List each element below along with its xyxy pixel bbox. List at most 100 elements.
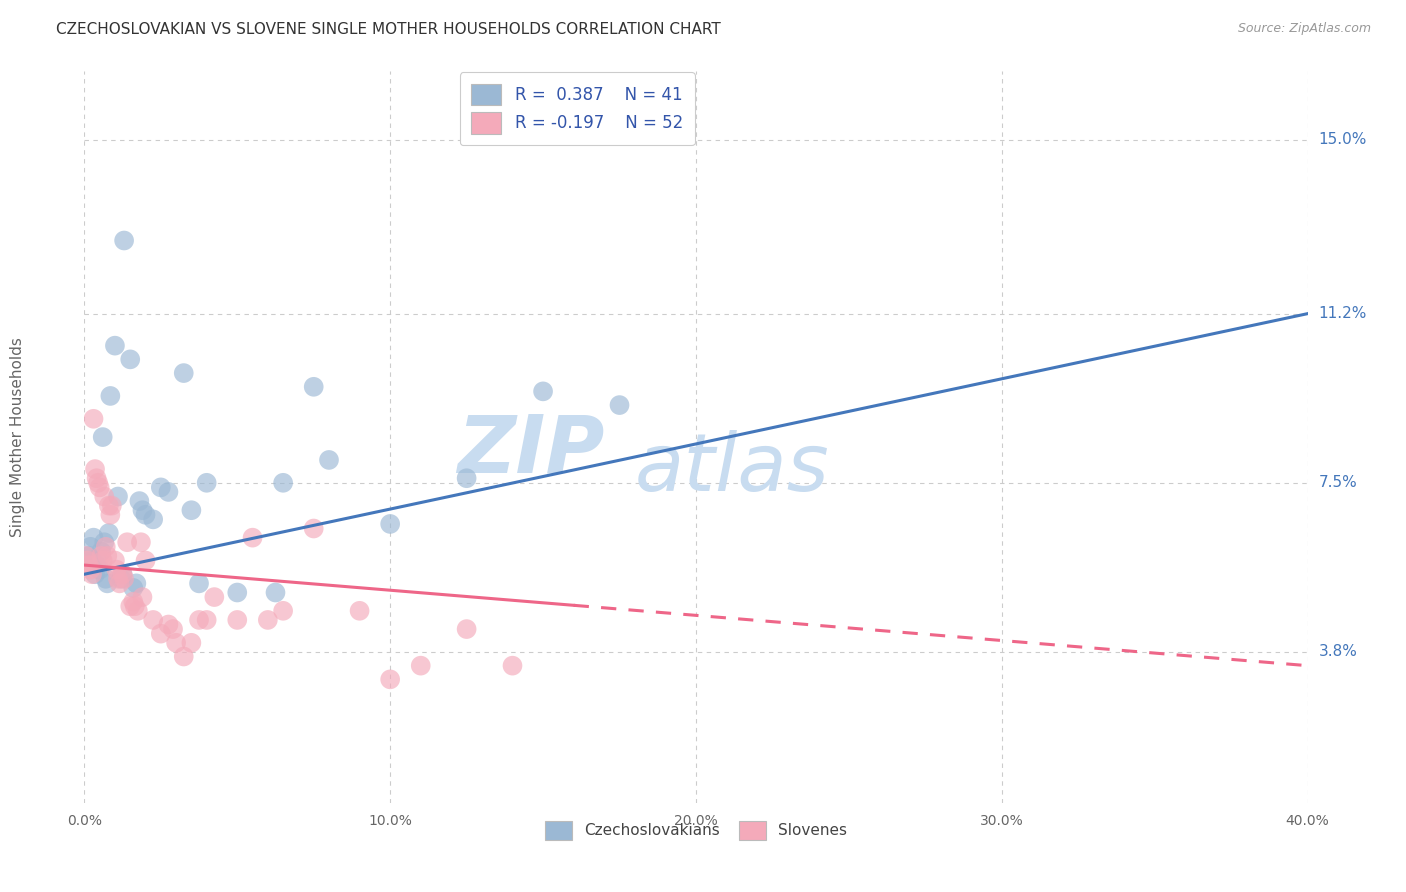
Point bbox=[257, 613, 280, 627]
Point bbox=[83, 531, 105, 545]
Point bbox=[226, 585, 249, 599]
Point bbox=[531, 384, 554, 399]
Point bbox=[75, 549, 97, 563]
Text: 11.2%: 11.2% bbox=[1319, 306, 1367, 321]
Point bbox=[180, 636, 202, 650]
Point bbox=[264, 585, 287, 599]
Point bbox=[115, 535, 138, 549]
Point bbox=[149, 626, 172, 640]
Point bbox=[173, 366, 195, 380]
Point bbox=[77, 549, 100, 563]
Text: 7.5%: 7.5% bbox=[1319, 475, 1357, 491]
Point bbox=[96, 576, 118, 591]
Text: Source: ZipAtlas.com: Source: ZipAtlas.com bbox=[1237, 22, 1371, 36]
Point bbox=[380, 673, 402, 687]
Point bbox=[80, 567, 103, 582]
Point bbox=[302, 380, 325, 394]
Point bbox=[97, 499, 120, 513]
Point bbox=[111, 567, 134, 582]
Point bbox=[86, 558, 108, 573]
Point bbox=[318, 453, 340, 467]
Point bbox=[89, 563, 111, 577]
Point bbox=[104, 338, 127, 352]
Point bbox=[122, 594, 145, 608]
Point bbox=[79, 540, 101, 554]
Point bbox=[162, 622, 184, 636]
Point bbox=[89, 480, 111, 494]
Point bbox=[86, 471, 108, 485]
Point bbox=[79, 563, 101, 577]
Point bbox=[105, 563, 128, 577]
Point bbox=[173, 649, 195, 664]
Point bbox=[188, 576, 211, 591]
Point bbox=[77, 558, 100, 573]
Point bbox=[202, 590, 225, 604]
Point bbox=[302, 521, 325, 535]
Legend: Czechoslovakians, Slovenes: Czechoslovakians, Slovenes bbox=[538, 814, 853, 847]
Point bbox=[96, 549, 118, 563]
Point bbox=[110, 572, 132, 586]
Point bbox=[380, 516, 402, 531]
Point bbox=[226, 613, 249, 627]
Point bbox=[409, 658, 432, 673]
Point bbox=[188, 613, 211, 627]
Point bbox=[349, 604, 371, 618]
Point bbox=[111, 567, 134, 582]
Point bbox=[135, 508, 157, 522]
Text: 15.0%: 15.0% bbox=[1319, 132, 1367, 147]
Point bbox=[271, 475, 294, 490]
Point bbox=[90, 544, 112, 558]
Point bbox=[112, 234, 135, 248]
Text: atlas: atlas bbox=[636, 430, 830, 508]
Point bbox=[98, 508, 121, 522]
Point bbox=[87, 475, 110, 490]
Text: 3.8%: 3.8% bbox=[1319, 644, 1358, 659]
Point bbox=[131, 503, 153, 517]
Point bbox=[124, 599, 146, 614]
Point bbox=[107, 572, 129, 586]
Text: CZECHOSLOVAKIAN VS SLOVENE SINGLE MOTHER HOUSEHOLDS CORRELATION CHART: CZECHOSLOVAKIAN VS SLOVENE SINGLE MOTHER… bbox=[56, 22, 721, 37]
Point bbox=[83, 412, 105, 426]
Point bbox=[108, 576, 131, 591]
Point bbox=[84, 567, 107, 582]
Point bbox=[97, 526, 120, 541]
Point bbox=[502, 658, 524, 673]
Point bbox=[142, 512, 165, 526]
Point bbox=[125, 576, 148, 591]
Point bbox=[90, 549, 112, 563]
Point bbox=[456, 471, 478, 485]
Point bbox=[94, 572, 117, 586]
Point bbox=[157, 485, 180, 500]
Point bbox=[456, 622, 478, 636]
Point bbox=[91, 553, 114, 567]
Text: ZIP: ZIP bbox=[457, 412, 605, 490]
Point bbox=[122, 581, 145, 595]
Point bbox=[165, 636, 187, 650]
Point bbox=[131, 590, 153, 604]
Point bbox=[195, 613, 218, 627]
Point bbox=[76, 553, 98, 567]
Point bbox=[157, 617, 180, 632]
Text: Single Mother Households: Single Mother Households bbox=[10, 337, 24, 537]
Point bbox=[127, 604, 149, 618]
Point bbox=[93, 535, 115, 549]
Point bbox=[149, 480, 172, 494]
Point bbox=[195, 475, 218, 490]
Point bbox=[142, 613, 165, 627]
Point bbox=[129, 535, 152, 549]
Point bbox=[120, 599, 142, 614]
Point bbox=[271, 604, 294, 618]
Point bbox=[84, 462, 107, 476]
Point bbox=[112, 572, 135, 586]
Point bbox=[128, 494, 150, 508]
Point bbox=[93, 490, 115, 504]
Point bbox=[180, 503, 202, 517]
Point bbox=[98, 389, 121, 403]
Point bbox=[94, 540, 117, 554]
Point bbox=[104, 553, 127, 567]
Point bbox=[107, 490, 129, 504]
Point bbox=[135, 553, 157, 567]
Point bbox=[609, 398, 631, 412]
Point bbox=[91, 430, 114, 444]
Point bbox=[242, 531, 264, 545]
